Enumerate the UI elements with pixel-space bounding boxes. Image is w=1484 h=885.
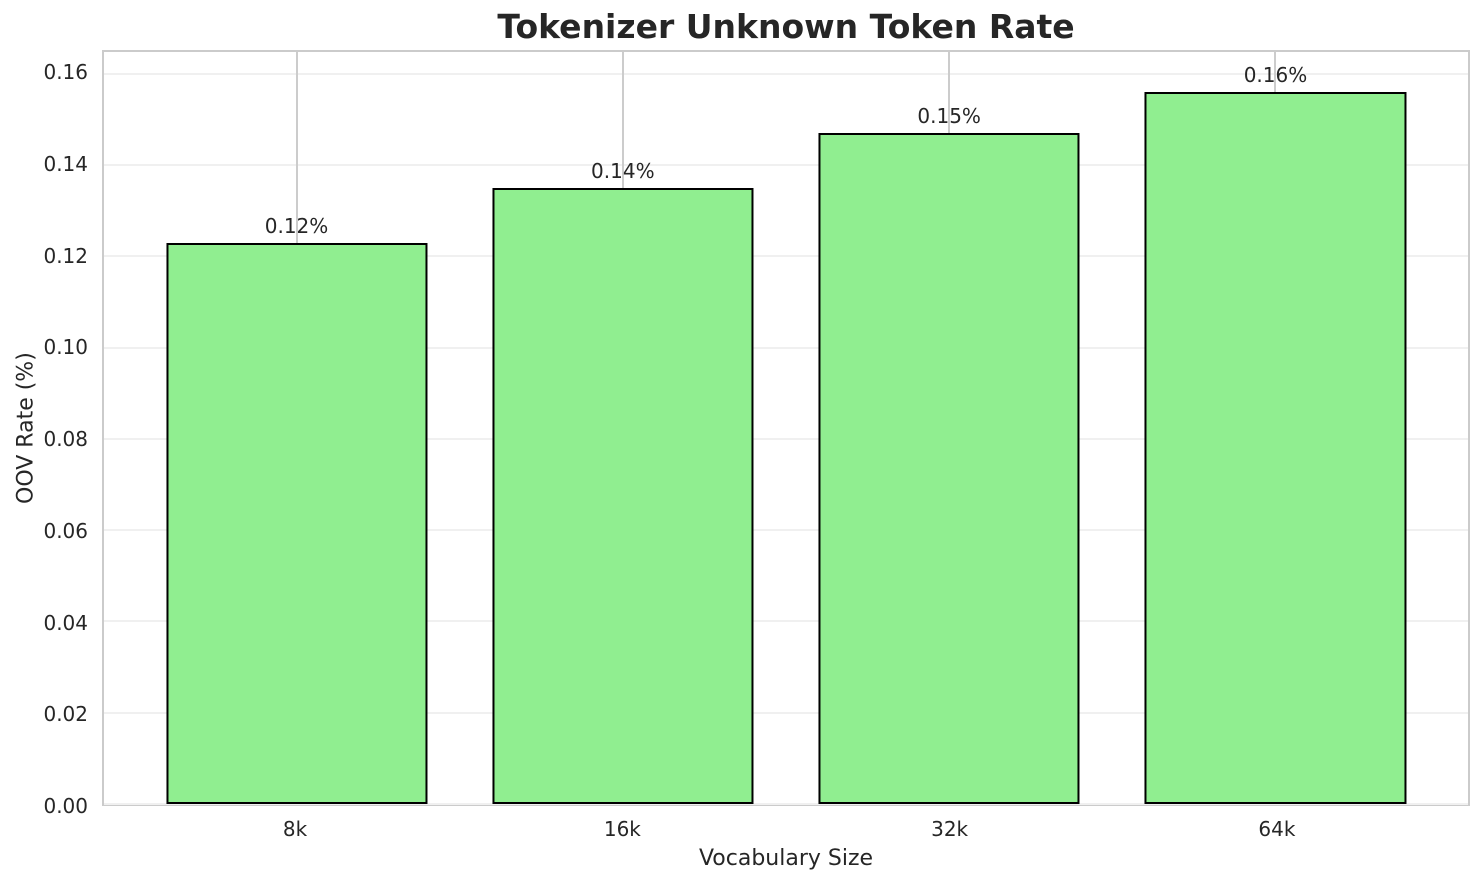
y-gridline xyxy=(104,255,1468,258)
x-tick-label: 64k xyxy=(1258,817,1296,841)
y-gridline xyxy=(104,346,1468,349)
y-gridline xyxy=(104,711,1468,714)
y-tick-label: 0.04 xyxy=(43,610,88,635)
bar xyxy=(492,187,754,804)
y-tick-label: 0.10 xyxy=(43,335,88,360)
y-gridline xyxy=(104,620,1468,623)
bar xyxy=(165,242,428,804)
y-tick-label: 0.06 xyxy=(43,518,88,543)
x-tick-label: 16k xyxy=(603,817,641,841)
y-gridline xyxy=(104,164,1468,167)
bar-value-label: 0.12% xyxy=(264,213,329,238)
bars-layer xyxy=(104,52,1468,804)
x-axis-label: Vocabulary Size xyxy=(698,846,874,871)
x-tick-label: 8k xyxy=(282,817,308,841)
bar-labels-layer: 0.12% 0.14% 0.15% 0.16% xyxy=(104,52,1468,804)
y-axis-tick-labels: 0.00 0.02 0.04 0.06 0.08 0.10 0.12 0.14 0.16 xyxy=(0,50,88,816)
bar-value-label: 0.15% xyxy=(917,104,981,129)
y-gridline xyxy=(104,803,1468,805)
y-gridline xyxy=(104,72,1468,75)
plot-area: 0.12% 0.14% 0.15% 0.16% xyxy=(102,50,1470,806)
y-tick-label: 0.02 xyxy=(43,702,88,727)
x-axis-tick-labels: 8k 16k 32k 64k xyxy=(102,817,1470,843)
y-tick-label: 0.08 xyxy=(43,427,88,452)
y-tick-label: 0.12 xyxy=(43,243,88,268)
bar xyxy=(1144,92,1406,804)
bar-value-label: 0.14% xyxy=(591,158,655,183)
y-tick-label: 0.00 xyxy=(43,794,88,818)
x-tick-label: 32k xyxy=(931,817,969,841)
y-gridline xyxy=(104,529,1468,532)
y-tick-label: 0.16 xyxy=(43,60,88,85)
chart-title: Tokenizer Unknown Token Rate xyxy=(497,7,1075,46)
y-gridline xyxy=(104,437,1468,440)
bar-value-label: 0.16% xyxy=(1243,63,1308,88)
bar xyxy=(818,133,1080,804)
y-tick-label: 0.14 xyxy=(43,151,88,176)
